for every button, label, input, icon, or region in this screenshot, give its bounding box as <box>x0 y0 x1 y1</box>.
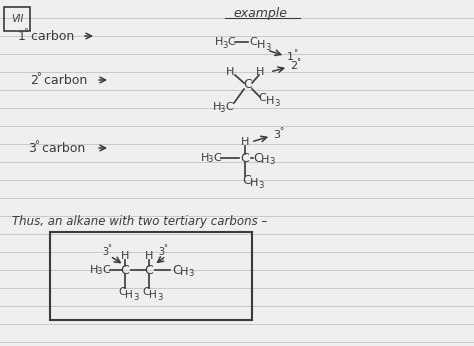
Text: 3: 3 <box>102 247 108 257</box>
Text: C: C <box>241 152 249 164</box>
Text: 1: 1 <box>18 29 26 43</box>
Text: C: C <box>213 153 221 163</box>
Text: °: ° <box>279 127 283 137</box>
Text: H: H <box>180 267 188 277</box>
Text: 3: 3 <box>265 43 270 52</box>
Text: H: H <box>149 290 157 300</box>
Text: C: C <box>225 102 233 112</box>
Text: H: H <box>241 137 249 147</box>
Text: 3: 3 <box>157 292 163 301</box>
Text: C: C <box>145 264 154 276</box>
Text: C: C <box>244 79 252 91</box>
Text: H: H <box>125 290 133 300</box>
Text: 1: 1 <box>287 52 294 62</box>
Text: 3: 3 <box>96 267 101 276</box>
Text: °: ° <box>107 245 111 254</box>
Text: C: C <box>253 152 262 164</box>
Text: °: ° <box>293 49 297 58</box>
Text: 2: 2 <box>290 61 297 71</box>
Text: H: H <box>257 40 265 50</box>
Text: 2: 2 <box>30 73 38 86</box>
Text: H: H <box>145 251 153 261</box>
Text: 3: 3 <box>207 155 212 164</box>
Text: H: H <box>121 251 129 261</box>
Text: H: H <box>213 102 221 112</box>
Text: 3: 3 <box>273 130 280 140</box>
Text: H: H <box>201 153 210 163</box>
Text: 3: 3 <box>188 270 193 279</box>
Text: C: C <box>142 287 150 297</box>
Text: C: C <box>172 264 181 276</box>
Text: °: ° <box>34 140 39 150</box>
Text: C: C <box>118 287 126 297</box>
Text: 3: 3 <box>274 99 279 108</box>
Text: C: C <box>258 93 266 103</box>
Text: °: ° <box>163 245 167 254</box>
Text: 3: 3 <box>258 181 264 190</box>
Text: H: H <box>250 178 258 188</box>
Text: C: C <box>242 173 251 186</box>
Text: 3: 3 <box>222 40 228 49</box>
Text: VII: VII <box>11 14 23 24</box>
Text: C: C <box>102 265 110 275</box>
Text: example: example <box>233 7 287 19</box>
Text: C: C <box>227 37 235 47</box>
Text: 3: 3 <box>28 142 36 155</box>
Text: 3: 3 <box>158 247 164 257</box>
Text: carbon: carbon <box>27 29 74 43</box>
Text: H: H <box>266 96 274 106</box>
Text: 3: 3 <box>219 106 224 115</box>
Text: 3: 3 <box>133 292 138 301</box>
Text: carbon: carbon <box>40 73 87 86</box>
Text: C: C <box>120 264 129 276</box>
Text: °: ° <box>23 28 28 38</box>
Text: H: H <box>256 67 264 77</box>
Text: °: ° <box>36 72 41 82</box>
Text: °: ° <box>296 58 300 67</box>
Text: C: C <box>249 37 257 47</box>
Text: carbon: carbon <box>38 142 85 155</box>
Text: H: H <box>226 67 234 77</box>
Text: H: H <box>215 37 223 47</box>
Text: H: H <box>90 265 99 275</box>
Text: Thus, an alkane with two tertiary carbons –: Thus, an alkane with two tertiary carbon… <box>12 216 267 228</box>
Text: 3: 3 <box>269 157 274 166</box>
Text: H: H <box>261 155 269 165</box>
